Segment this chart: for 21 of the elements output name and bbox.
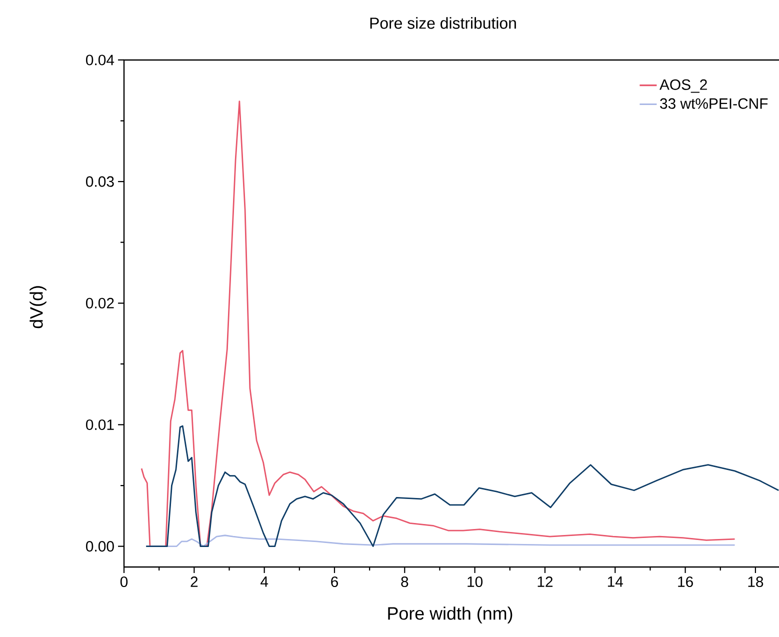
legend-label: AOS_2: [660, 79, 707, 93]
y-axis-title: dV(d): [30, 286, 46, 328]
x-axis-title: Pore width (nm): [388, 606, 512, 624]
legend-label: 33 wt%PEI-CNF: [660, 98, 768, 109]
y-tick-label: 0.03: [86, 176, 114, 187]
y-tick-label: 0.04: [86, 54, 114, 66]
x-tick-label: 14: [608, 576, 624, 587]
x-tick-label: 18: [748, 576, 764, 588]
x-tick-label: 12: [538, 576, 553, 587]
chart-title: Pore size distribution: [370, 17, 516, 29]
y-tick-label: 0.02: [86, 298, 114, 308]
x-tick-label: 0: [120, 576, 128, 588]
y-tick-label: 0.01: [86, 419, 114, 430]
x-tick-label: 16: [678, 576, 693, 588]
line-series: [145, 425, 779, 548]
x-tick-label: 4: [260, 576, 268, 587]
x-tick-label: 2: [190, 576, 198, 587]
x-tick-label: 6: [331, 576, 338, 588]
x-tick-label: 8: [401, 576, 408, 588]
y-tick-label: 0.00: [86, 541, 114, 552]
x-tick-label: 10: [468, 576, 483, 588]
